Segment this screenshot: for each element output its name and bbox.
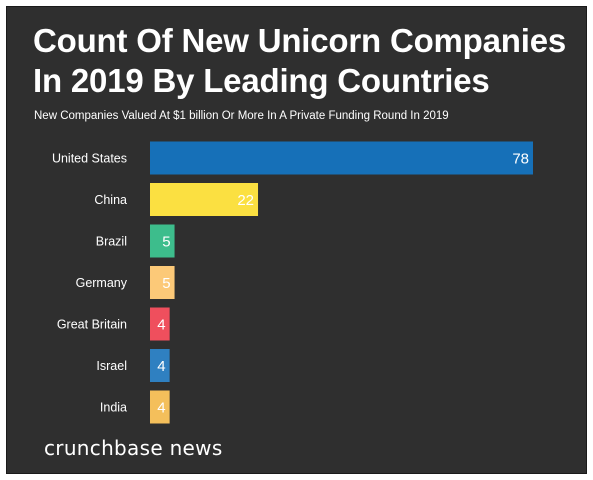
chart-card: Count Of New Unicorn Companies In 2019 B… [6, 6, 587, 474]
bar [150, 349, 170, 382]
chart-subtitle: New Companies Valued At $1 billion Or Mo… [34, 110, 449, 122]
chart-title: Count Of New Unicorn Companies In 2019 B… [33, 22, 567, 99]
category-label: United States [52, 152, 127, 166]
data-label: 78 [512, 151, 529, 168]
data-label: 4 [157, 317, 165, 334]
data-label: 4 [157, 358, 165, 375]
bar [150, 183, 259, 216]
category-label: Great Britain [57, 318, 127, 332]
bar [150, 224, 175, 258]
category-label: Germany [76, 276, 128, 290]
category-label: China [94, 193, 127, 207]
crunchbase-news-logo: crunchbase news [44, 436, 223, 460]
data-label: 4 [157, 400, 165, 417]
bar [150, 307, 170, 341]
category-label: India [100, 401, 127, 415]
data-label: 5 [162, 275, 170, 292]
bar [150, 141, 533, 175]
bar-chart: United States 78 China 22 Brazil 5 Germany 5 Gre… [52, 141, 533, 424]
category-label: Israel [96, 359, 127, 373]
data-label: 5 [162, 234, 170, 251]
category-label: Brazil [96, 235, 127, 249]
data-label: 22 [237, 192, 254, 209]
bar [150, 390, 170, 424]
bar [150, 266, 175, 299]
